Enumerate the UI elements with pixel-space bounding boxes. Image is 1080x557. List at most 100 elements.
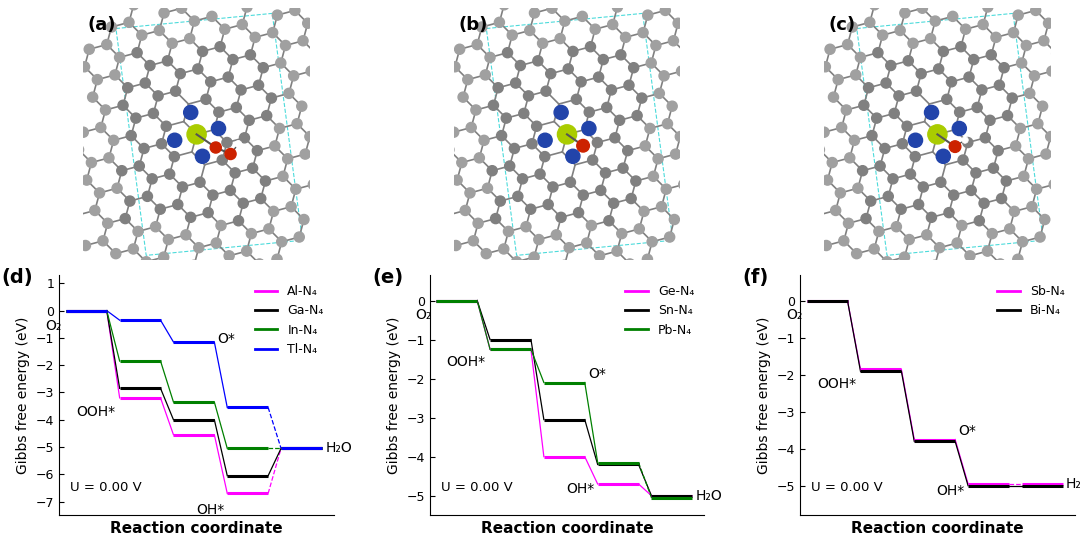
Circle shape (670, 214, 679, 224)
Circle shape (637, 93, 647, 103)
Circle shape (189, 16, 200, 26)
Circle shape (612, 2, 622, 12)
Circle shape (95, 188, 105, 198)
Circle shape (153, 91, 163, 101)
Circle shape (821, 241, 832, 251)
Circle shape (584, 107, 594, 117)
Circle shape (176, 3, 187, 13)
Circle shape (175, 69, 186, 79)
Circle shape (225, 149, 237, 159)
Circle shape (167, 133, 181, 147)
Circle shape (667, 101, 677, 111)
Circle shape (924, 105, 939, 120)
Legend: Ge-N₄, Sn-N₄, Pb-N₄: Ge-N₄, Sn-N₄, Pb-N₄ (622, 281, 698, 340)
Circle shape (969, 55, 978, 65)
Circle shape (230, 168, 240, 178)
Text: H₂O: H₂O (325, 441, 352, 456)
Circle shape (299, 214, 309, 224)
Circle shape (207, 190, 218, 200)
Circle shape (908, 133, 922, 147)
Circle shape (978, 198, 989, 208)
Circle shape (618, 163, 629, 173)
Circle shape (956, 42, 966, 52)
Circle shape (302, 18, 313, 28)
Circle shape (532, 56, 543, 66)
Circle shape (1013, 254, 1023, 265)
Circle shape (839, 236, 849, 246)
Circle shape (80, 241, 91, 251)
Circle shape (1025, 89, 1035, 99)
Text: OH*: OH* (195, 503, 224, 517)
Circle shape (653, 154, 663, 164)
Circle shape (912, 86, 921, 96)
Circle shape (104, 153, 114, 163)
Text: (e): (e) (373, 268, 403, 287)
Circle shape (272, 10, 282, 20)
Circle shape (566, 149, 580, 163)
Circle shape (214, 107, 224, 117)
Circle shape (244, 115, 254, 125)
Circle shape (881, 78, 891, 88)
Circle shape (908, 38, 918, 48)
Circle shape (958, 155, 968, 165)
Circle shape (1001, 176, 1011, 186)
Circle shape (615, 115, 624, 125)
Circle shape (1022, 41, 1031, 51)
Circle shape (888, 174, 897, 184)
Circle shape (1011, 141, 1021, 151)
Circle shape (875, 161, 886, 171)
Circle shape (268, 28, 278, 38)
Circle shape (134, 161, 145, 171)
Circle shape (189, 260, 199, 270)
Circle shape (675, 131, 686, 141)
Text: O*: O* (217, 332, 235, 346)
Circle shape (865, 17, 875, 27)
Circle shape (944, 208, 954, 218)
Circle shape (286, 202, 296, 212)
Circle shape (566, 177, 576, 187)
Circle shape (455, 44, 464, 54)
Circle shape (1024, 154, 1034, 164)
Circle shape (904, 234, 915, 245)
Legend: Al-N₄, Ga-N₄, In-N₄, Tl-N₄: Al-N₄, Ga-N₄, In-N₄, Tl-N₄ (252, 281, 327, 360)
Circle shape (847, 22, 858, 32)
Circle shape (162, 56, 173, 66)
Circle shape (496, 196, 505, 206)
Circle shape (173, 199, 183, 209)
Circle shape (193, 243, 204, 253)
Circle shape (997, 193, 1007, 204)
Circle shape (112, 183, 122, 193)
Circle shape (889, 109, 900, 119)
Circle shape (211, 142, 221, 153)
Circle shape (577, 139, 590, 152)
Circle shape (654, 89, 664, 99)
Circle shape (247, 163, 258, 173)
Circle shape (154, 26, 164, 36)
Circle shape (1016, 58, 1027, 68)
Circle shape (576, 77, 586, 87)
Circle shape (543, 199, 553, 209)
Circle shape (140, 78, 150, 88)
Circle shape (978, 19, 988, 30)
Circle shape (556, 212, 566, 222)
Circle shape (80, 62, 90, 72)
Circle shape (177, 182, 188, 192)
Circle shape (129, 0, 138, 10)
Circle shape (855, 52, 865, 62)
Circle shape (198, 46, 207, 56)
Circle shape (504, 161, 515, 171)
Circle shape (541, 86, 551, 96)
Circle shape (224, 251, 234, 261)
Circle shape (946, 77, 957, 87)
Circle shape (632, 110, 643, 121)
Circle shape (651, 41, 661, 51)
Circle shape (195, 177, 205, 187)
Circle shape (1030, 6, 1041, 16)
Circle shape (269, 206, 279, 217)
Circle shape (246, 228, 256, 238)
Circle shape (918, 182, 929, 192)
Circle shape (545, 69, 556, 79)
Circle shape (604, 216, 613, 226)
Circle shape (82, 175, 92, 185)
Circle shape (270, 141, 280, 151)
